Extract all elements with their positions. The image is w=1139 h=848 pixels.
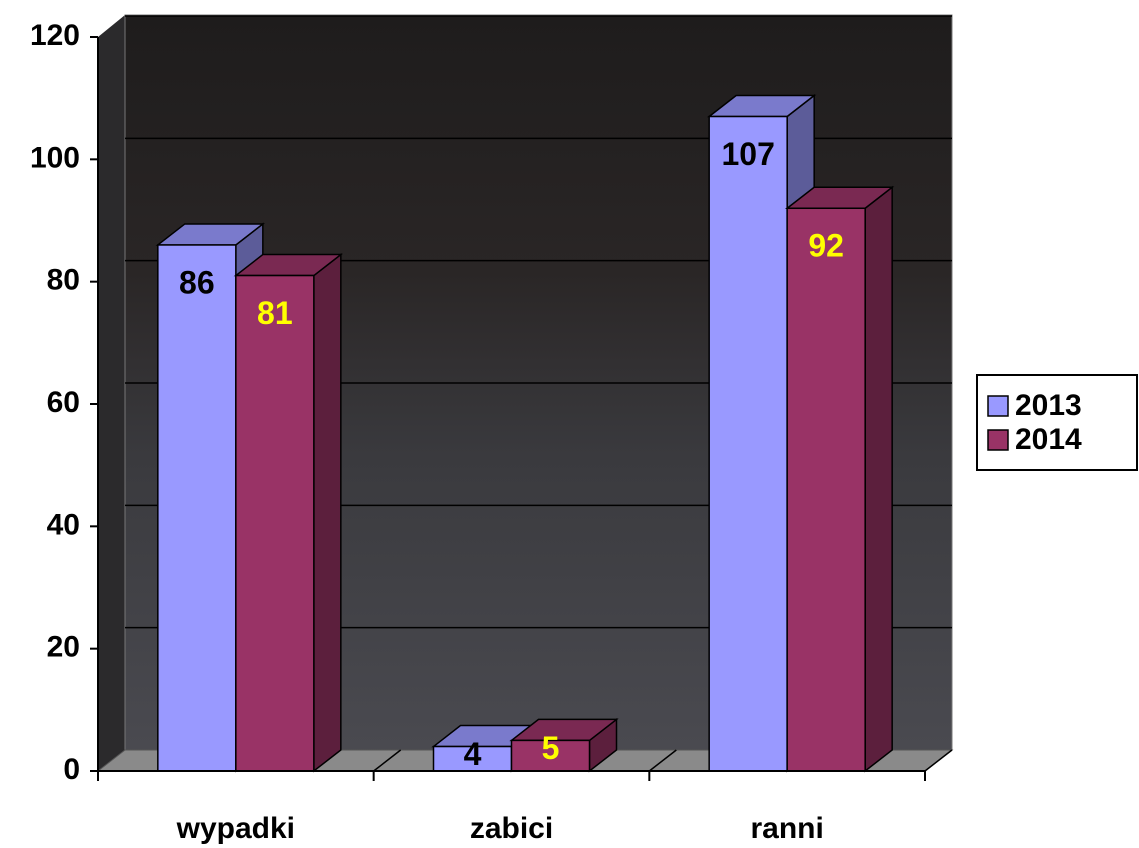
x-tick (373, 749, 402, 772)
legend (976, 374, 1138, 471)
value-label: 92 (808, 228, 844, 264)
y-tick-label: 20 (47, 631, 80, 664)
y-tick-label: 80 (47, 264, 80, 297)
bar (784, 185, 895, 773)
y-tick-label: 0 (63, 753, 80, 786)
x-tick-label: zabici (470, 812, 553, 845)
y-tick-label: 40 (47, 508, 80, 541)
x-tick (924, 749, 953, 772)
bar-front (786, 207, 866, 772)
bar-front (708, 115, 788, 772)
legend-label: 2014 (1015, 423, 1082, 456)
bar-front (510, 739, 591, 772)
y-tick-label: 100 (30, 141, 80, 174)
value-label: 86 (179, 264, 215, 300)
legend-label: 2013 (1015, 389, 1082, 422)
bar-front (157, 244, 237, 772)
bar (233, 253, 344, 773)
value-label: 4 (464, 736, 482, 772)
bar-front (235, 274, 315, 772)
value-label: 107 (721, 136, 774, 172)
x-tick-label: wypadki (176, 812, 295, 845)
y-tick-label: 60 (47, 386, 80, 419)
x-tick (648, 749, 677, 772)
y-tick-label: 120 (30, 19, 80, 52)
legend-swatch (987, 429, 1009, 451)
side-wall (98, 15, 125, 771)
bar-side (313, 253, 342, 773)
bar-side (864, 185, 893, 773)
value-label: 81 (257, 295, 293, 331)
legend-swatch (987, 395, 1009, 417)
value-label: 5 (542, 730, 560, 766)
bar (509, 717, 619, 773)
x-tick-label: ranni (750, 812, 823, 845)
